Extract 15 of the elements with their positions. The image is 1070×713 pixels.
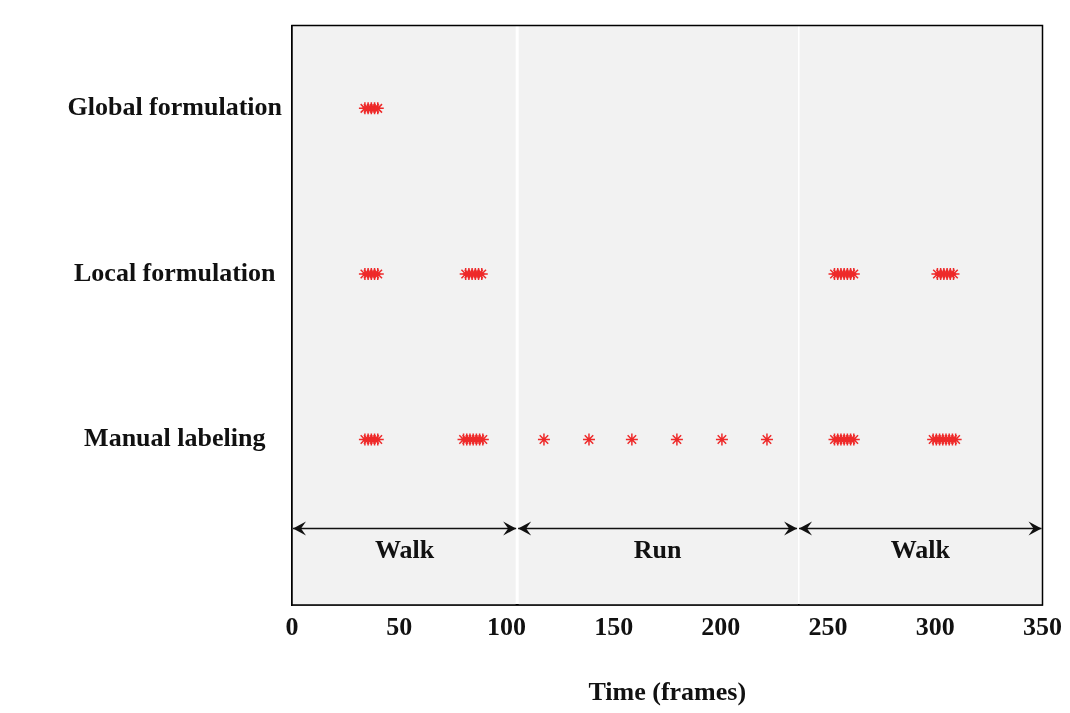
band-label: Run <box>633 535 682 565</box>
y-tick-label: Global formulation <box>67 92 283 122</box>
x-tick-label: 250 <box>808 612 848 642</box>
band-label: Walk <box>374 535 435 565</box>
x-tick-label: 300 <box>915 612 955 642</box>
y-tick-label: Local formulation <box>73 257 277 287</box>
x-tick-label: 150 <box>594 612 634 642</box>
x-tick-label: 50 <box>386 612 413 642</box>
y-tick-label: Manual labeling <box>84 423 266 453</box>
band-label: Walk <box>890 535 951 565</box>
x-tick-label: 100 <box>486 612 526 642</box>
x-axis-title: Time (frames) <box>588 677 747 707</box>
x-tick-label: 200 <box>701 612 741 642</box>
x-tick-label: 0 <box>285 612 299 642</box>
x-tick-label: 350 <box>1023 612 1062 642</box>
